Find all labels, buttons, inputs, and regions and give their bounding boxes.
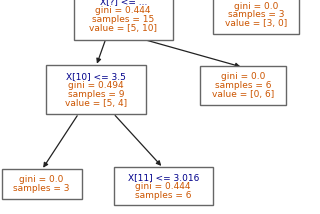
Text: value = [0, 6]: value = [0, 6]: [212, 90, 274, 99]
Text: gini = 0.444: gini = 0.444: [135, 182, 191, 191]
Text: value = [5, 4]: value = [5, 4]: [65, 99, 127, 108]
Text: gini = 0.444: gini = 0.444: [95, 6, 151, 15]
Text: gini = 0.0: gini = 0.0: [234, 2, 278, 11]
Text: samples = 3: samples = 3: [13, 184, 70, 193]
Text: samples = 3: samples = 3: [228, 10, 284, 19]
FancyBboxPatch shape: [74, 0, 173, 40]
Text: X[?] <= ...: X[?] <= ...: [100, 0, 147, 6]
FancyBboxPatch shape: [46, 65, 146, 114]
Text: samples = 15: samples = 15: [92, 15, 154, 24]
FancyBboxPatch shape: [2, 169, 82, 199]
Text: X[10] <= 3.5: X[10] <= 3.5: [66, 72, 126, 81]
Text: gini = 0.494: gini = 0.494: [68, 81, 124, 90]
Text: gini = 0.0: gini = 0.0: [20, 175, 64, 184]
Text: X[11] <= 3.016: X[11] <= 3.016: [127, 173, 199, 182]
Text: value = [5, 10]: value = [5, 10]: [89, 24, 157, 33]
Text: samples = 6: samples = 6: [135, 190, 191, 199]
Text: samples = 9: samples = 9: [68, 90, 124, 99]
Text: gini = 0.0: gini = 0.0: [221, 72, 265, 81]
FancyBboxPatch shape: [200, 66, 286, 105]
Text: samples = 6: samples = 6: [215, 81, 271, 90]
FancyBboxPatch shape: [114, 167, 213, 205]
Text: value = [3, 0]: value = [3, 0]: [225, 19, 287, 28]
FancyBboxPatch shape: [213, 0, 299, 34]
